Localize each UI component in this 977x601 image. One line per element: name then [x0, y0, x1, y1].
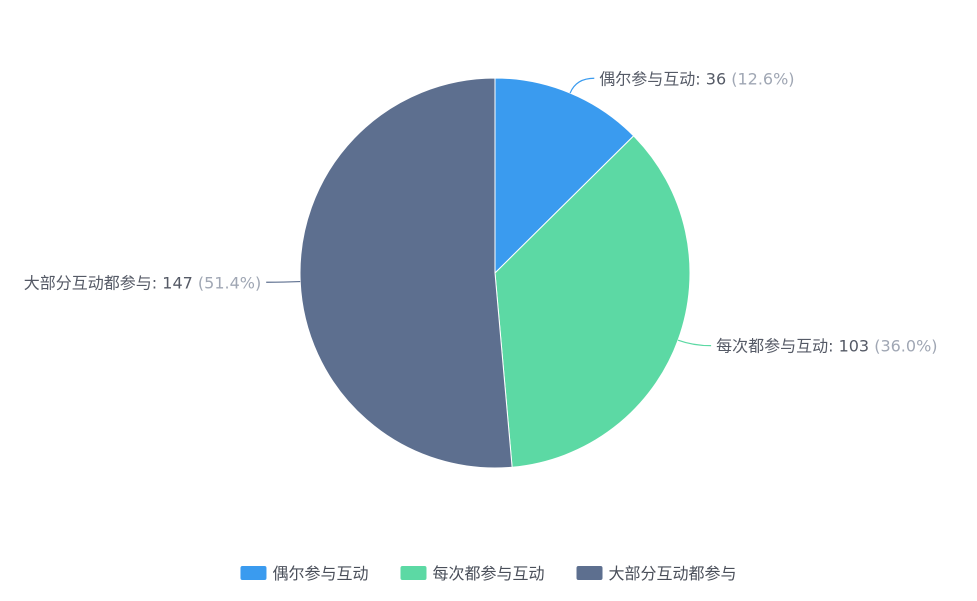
legend-swatch — [576, 566, 603, 580]
legend-label: 偶尔参与互动 — [272, 564, 368, 583]
legend-item[interactable]: 每次都参与互动 — [400, 564, 545, 583]
leader-line — [677, 339, 712, 347]
data-label-name: 偶尔参与互动: 36 — [599, 69, 731, 88]
legend-swatch — [400, 566, 427, 580]
data-label-percent: (36.0%) — [874, 337, 937, 356]
leader-lines — [266, 77, 712, 347]
pie-slices — [299, 77, 691, 469]
pie-slice[interactable] — [299, 77, 513, 469]
data-label-percent: (51.4%) — [198, 273, 261, 292]
data-label: 大部分互动都参与: 147 (51.4%) — [24, 273, 261, 292]
data-label: 每次都参与互动: 103 (36.0%) — [716, 337, 937, 356]
legend-item[interactable]: 大部分互动都参与 — [576, 564, 737, 583]
data-label: 偶尔参与互动: 36 (12.6%) — [599, 69, 794, 88]
leader-line — [569, 77, 595, 94]
leader-line — [266, 280, 301, 283]
legend: 偶尔参与互动 每次都参与互动 大部分互动都参与 — [240, 564, 737, 583]
pie-slice[interactable] — [494, 77, 635, 275]
legend-item[interactable]: 偶尔参与互动 — [240, 564, 368, 583]
legend-swatch — [240, 566, 267, 580]
data-label-name: 大部分互动都参与: 147 — [24, 273, 198, 292]
data-labels: 偶尔参与互动: 36 (12.6%) 每次都参与互动: 103 (36.0%) 大部… — [24, 69, 938, 355]
legend-label: 大部分互动都参与 — [609, 564, 737, 583]
data-label-percent: (12.6%) — [731, 69, 794, 88]
legend-label: 每次都参与互动 — [432, 564, 544, 583]
data-label-name: 每次都参与互动: 103 — [716, 337, 874, 356]
